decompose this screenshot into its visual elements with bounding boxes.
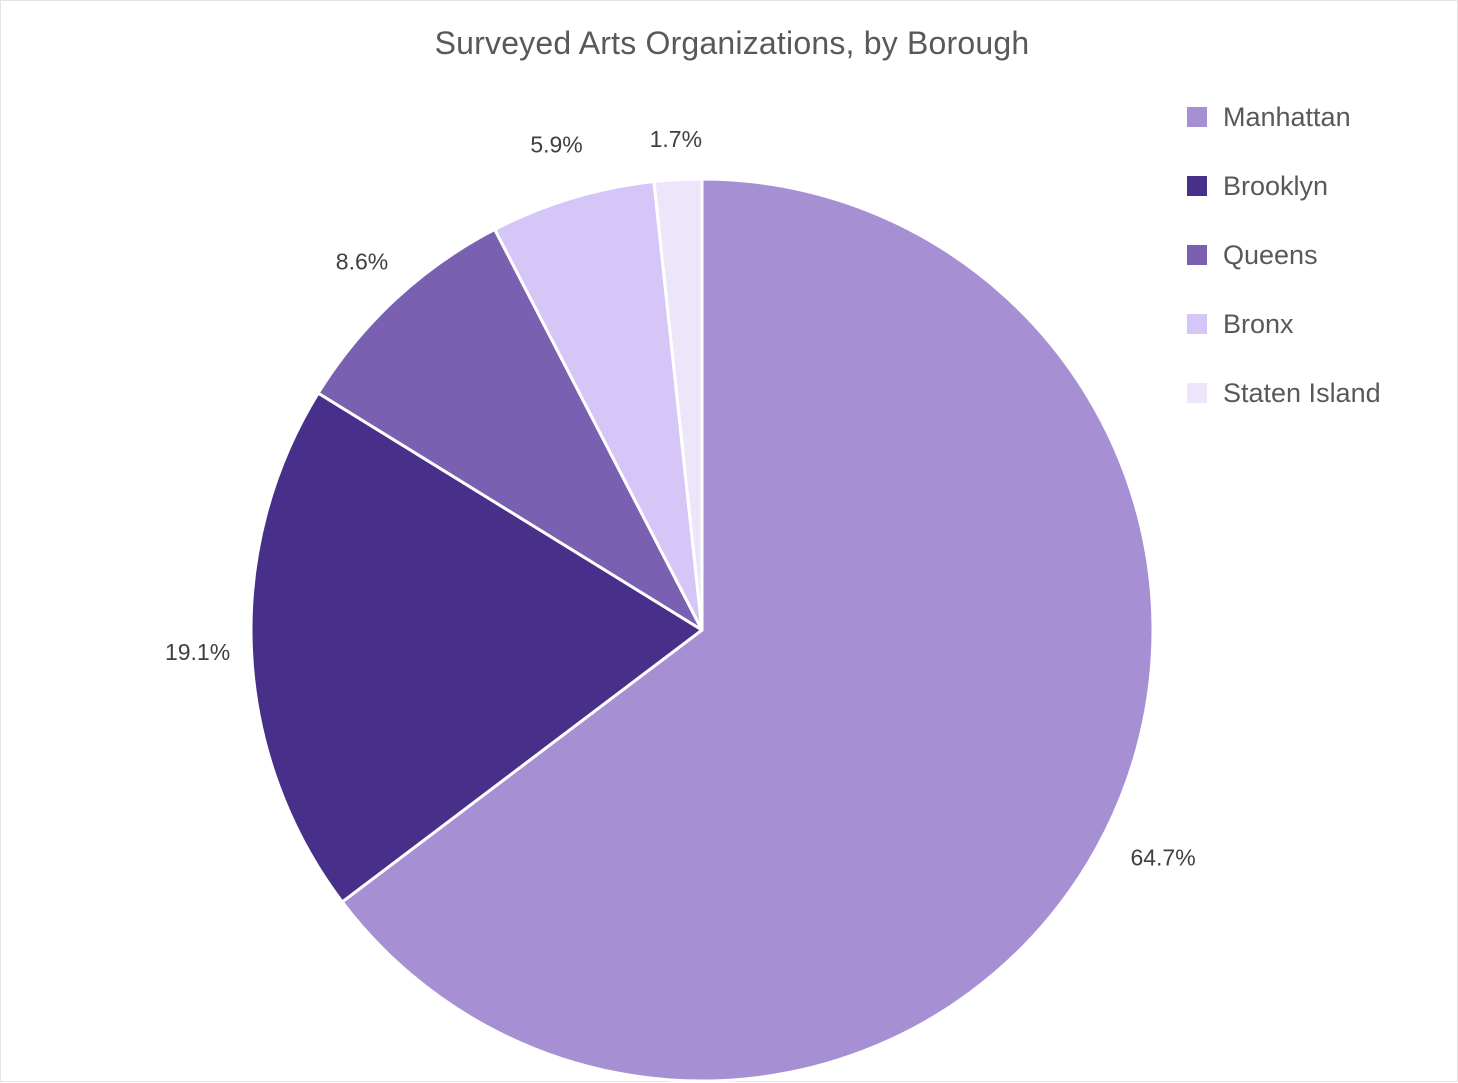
legend-label: Brooklyn bbox=[1223, 170, 1329, 201]
legend-item-brooklyn: Brooklyn bbox=[1187, 166, 1381, 206]
legend-item-bronx: Bronx bbox=[1187, 304, 1381, 344]
legend-item-staten-island: Staten Island bbox=[1187, 373, 1381, 413]
legend-item-manhattan: Manhattan bbox=[1187, 97, 1381, 137]
legend-swatch bbox=[1187, 383, 1207, 403]
legend: Manhattan Brooklyn Queens Bronx Staten Islan… bbox=[1187, 97, 1381, 442]
legend-swatch bbox=[1187, 176, 1207, 196]
pie-slice-brooklyn bbox=[249, 391, 704, 904]
pie-slice-queens bbox=[316, 227, 704, 632]
pie-slice-staten-island bbox=[652, 177, 704, 632]
data-label-queens: 8.6% bbox=[336, 248, 388, 274]
pie-slice-manhattan bbox=[340, 177, 1155, 1083]
legend-swatch bbox=[1187, 107, 1207, 127]
legend-item-queens: Queens bbox=[1187, 235, 1381, 275]
pie-slices bbox=[249, 177, 1155, 1083]
legend-label: Staten Island bbox=[1223, 377, 1381, 408]
legend-label: Manhattan bbox=[1223, 101, 1351, 132]
pie-slice-bronx bbox=[493, 180, 704, 632]
data-label-staten-island: 1.7% bbox=[650, 126, 702, 152]
data-label-manhattan: 64.7% bbox=[1130, 845, 1195, 871]
data-label-brooklyn: 19.1% bbox=[165, 639, 230, 665]
data-label-bronx: 5.9% bbox=[530, 131, 582, 157]
legend-swatch bbox=[1187, 245, 1207, 265]
legend-label: Bronx bbox=[1223, 308, 1294, 339]
pie-data-labels: 64.7% 19.1% 8.6% 5.9% 1.7% bbox=[165, 126, 1196, 871]
legend-swatch bbox=[1187, 314, 1207, 334]
chart-title: Surveyed Arts Organizations, by Borough bbox=[434, 25, 1030, 61]
legend-label: Queens bbox=[1223, 239, 1318, 270]
